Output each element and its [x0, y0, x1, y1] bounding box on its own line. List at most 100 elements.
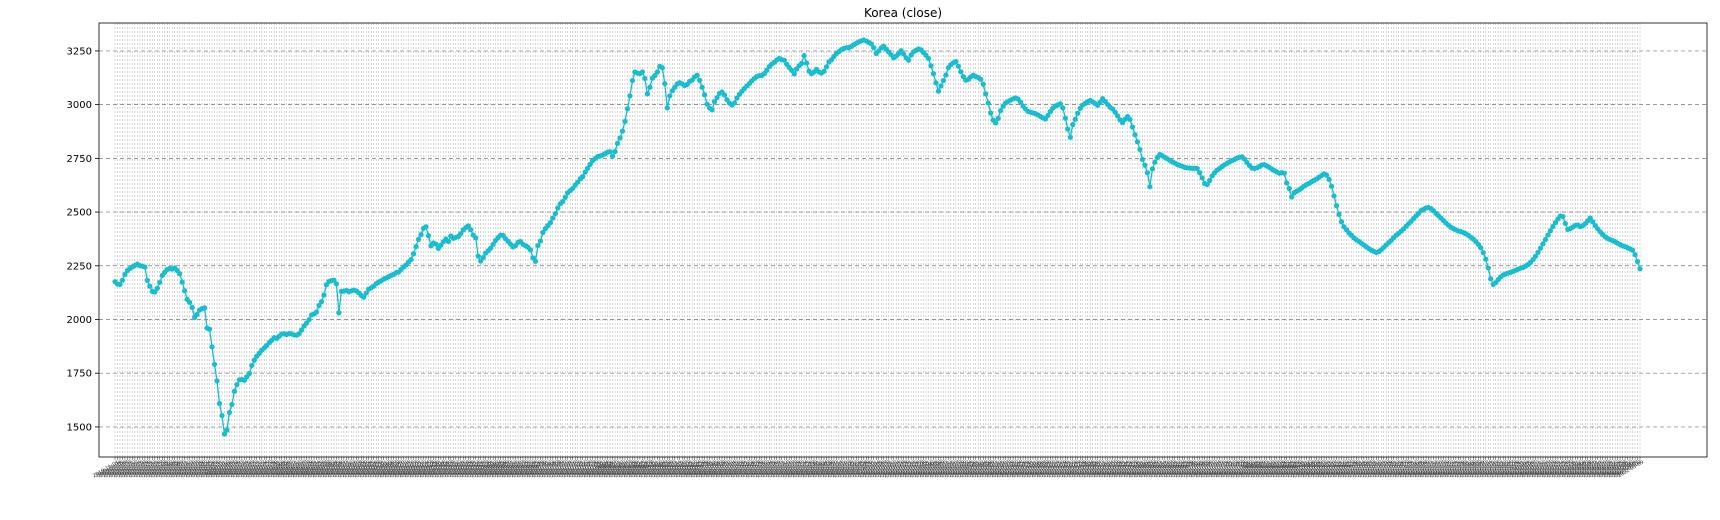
data-point [555, 205, 561, 211]
data-point [664, 105, 670, 111]
data-point [781, 57, 787, 63]
data-point [413, 244, 419, 250]
data-point [801, 53, 807, 59]
data-point [1545, 232, 1551, 238]
data-point [985, 100, 991, 106]
data-point [154, 285, 160, 291]
data-point [935, 88, 942, 94]
data-point [988, 110, 994, 116]
data-point [144, 277, 150, 283]
data-point [363, 290, 369, 296]
data-point [189, 304, 195, 311]
data-point [231, 388, 238, 394]
data-point [1132, 132, 1138, 138]
data-point [1112, 109, 1118, 115]
data-point [789, 67, 795, 73]
data-point [1147, 184, 1153, 190]
data-point [119, 277, 126, 283]
data-point [234, 382, 240, 388]
data-point [187, 299, 193, 305]
y-tick-label: 3000 [67, 100, 92, 111]
data-point [206, 326, 213, 332]
data-point [1045, 112, 1051, 118]
data-point [1637, 266, 1643, 272]
data-point [480, 255, 486, 261]
data-point [1072, 116, 1078, 122]
data-point [1532, 253, 1539, 259]
data-point [1017, 99, 1024, 105]
data-point [1137, 146, 1143, 153]
data-point [224, 427, 230, 433]
data-point [532, 258, 539, 264]
data-point [821, 68, 827, 74]
data-point [1629, 247, 1636, 253]
data-point [582, 169, 588, 175]
data-point [1194, 165, 1200, 172]
x-axis: 2019-11-012019-11-042019-11-052019-11-06… [92, 457, 1645, 479]
data-point [940, 77, 947, 84]
data-point [694, 72, 700, 78]
data-point [226, 409, 233, 416]
data-point [490, 241, 496, 247]
data-point [714, 94, 720, 101]
chart-title: Korea (close) [864, 6, 942, 20]
data-point [993, 120, 999, 126]
data-point [1328, 183, 1335, 189]
data-point [580, 174, 586, 180]
data-point [211, 361, 218, 367]
data-point [791, 71, 797, 77]
data-point [1587, 215, 1593, 221]
data-point [415, 236, 422, 242]
data-point [1142, 162, 1148, 168]
data-point [1550, 223, 1556, 230]
data-point [823, 64, 830, 70]
data-point [709, 107, 715, 113]
data-point [980, 81, 986, 87]
data-point [313, 309, 320, 315]
data-point [1114, 113, 1121, 119]
data-point [901, 51, 907, 57]
data-point [1323, 172, 1330, 178]
data-point [938, 83, 944, 89]
data-point [731, 100, 738, 106]
data-point [550, 215, 556, 221]
data-point [1042, 116, 1049, 122]
data-point [468, 227, 474, 233]
data-point [433, 241, 439, 247]
data-point [629, 77, 636, 84]
data-point [1336, 211, 1342, 218]
data-point [1632, 252, 1638, 258]
data-point [547, 220, 553, 226]
data-point [983, 91, 989, 97]
data-point [209, 344, 215, 350]
data-point [1562, 220, 1568, 227]
data-point [925, 55, 932, 62]
data-point [652, 73, 658, 79]
data-point [721, 92, 728, 98]
y-tick-label: 2750 [67, 154, 92, 165]
data-point [659, 65, 665, 71]
data-point [298, 327, 305, 333]
data-point [1333, 203, 1340, 209]
series-layer [112, 37, 1643, 437]
data-point [1480, 250, 1486, 256]
data-point [540, 229, 546, 236]
data-point [699, 84, 705, 90]
data-point [1199, 175, 1205, 181]
data-point [1634, 258, 1641, 265]
data-point [642, 75, 648, 82]
data-point [799, 60, 805, 66]
data-point [704, 101, 710, 107]
data-point [306, 317, 312, 323]
data-point [1207, 177, 1213, 184]
y-tick-label: 2000 [67, 315, 92, 326]
data-point [408, 256, 414, 263]
data-point [697, 77, 703, 83]
data-point [410, 251, 417, 257]
data-point [1535, 249, 1541, 256]
data-point [229, 401, 235, 408]
data-point [177, 271, 183, 277]
data-point [612, 148, 618, 155]
data-point [458, 230, 464, 237]
data-point [654, 69, 660, 75]
